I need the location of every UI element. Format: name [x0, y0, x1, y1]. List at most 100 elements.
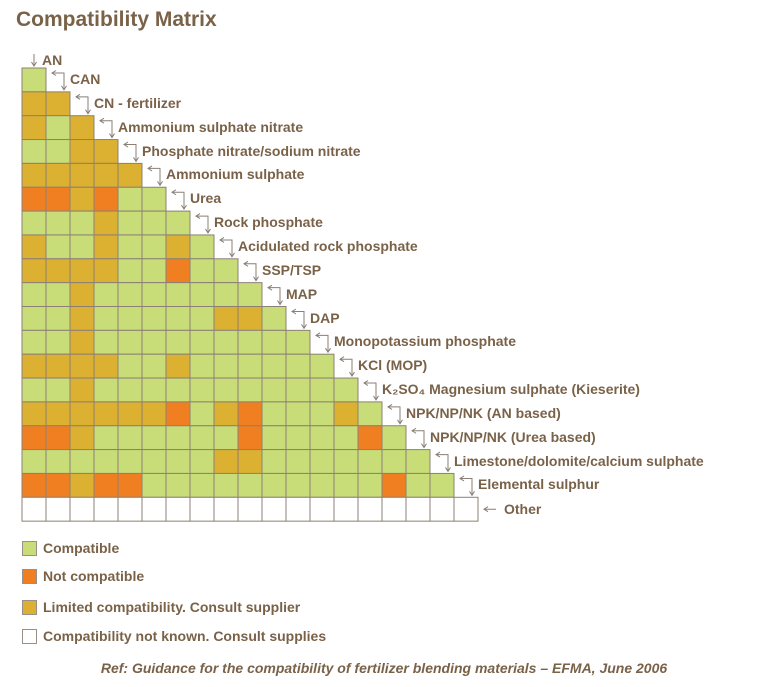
matrix-cell — [69, 377, 95, 403]
row-label: K₂SO₄ Magnesium sulphate (Kieserite) — [382, 381, 640, 398]
matrix-cell — [357, 401, 383, 427]
matrix-cell — [237, 353, 263, 379]
matrix-cell — [333, 496, 359, 522]
matrix-cell — [69, 115, 95, 141]
row-label: Urea — [190, 190, 222, 207]
compatibility-matrix — [21, 54, 496, 522]
matrix-cell — [45, 115, 71, 141]
matrix-cell — [165, 258, 191, 284]
legend-item: Limited compatibility. Consult supplier — [22, 598, 300, 616]
matrix-cell — [381, 496, 407, 522]
matrix-cell — [117, 353, 143, 379]
matrix-cell — [165, 234, 191, 260]
matrix-cell — [285, 496, 311, 522]
matrix-cell — [69, 210, 95, 236]
matrix-cell — [189, 425, 215, 451]
bracket-arrow-icon — [171, 189, 187, 211]
matrix-cell — [261, 377, 287, 403]
matrix-cell — [21, 306, 47, 331]
arrow-left-icon — [483, 506, 496, 513]
matrix-cell — [45, 353, 71, 379]
matrix-cell — [285, 329, 311, 355]
matrix-cell — [21, 162, 47, 188]
matrix-cell — [309, 377, 335, 403]
matrix-cell — [93, 234, 119, 260]
row-label: Ammonium sulphate — [166, 166, 305, 183]
matrix-cell — [165, 377, 191, 403]
matrix-cell — [261, 329, 287, 355]
row-label: Limestone/dolomite/calcium sulphate — [454, 452, 704, 469]
row-label: NPK/NP/NK (Urea based) — [430, 428, 596, 445]
arrow-down-icon — [31, 54, 37, 67]
matrix-cell — [21, 258, 47, 284]
matrix-cell — [21, 425, 47, 451]
bracket-arrow-icon — [99, 117, 115, 139]
matrix-cell — [93, 306, 119, 331]
matrix-cell — [165, 282, 191, 307]
matrix-cell — [21, 67, 47, 93]
matrix-cell — [141, 186, 167, 212]
matrix-cell — [45, 234, 71, 260]
matrix-cell — [45, 377, 71, 403]
legend-swatch — [22, 540, 37, 556]
matrix-cell — [189, 329, 215, 355]
matrix-cell — [237, 329, 263, 355]
matrix-cell — [93, 282, 119, 307]
matrix-cell — [69, 353, 95, 379]
bracket-arrow-icon — [291, 308, 307, 330]
matrix-cell — [93, 449, 119, 474]
reference-note: Ref: Guidance for the compatibility of f… — [100, 660, 668, 676]
matrix-cell — [237, 472, 263, 498]
matrix-cell — [93, 401, 119, 427]
matrix-cell — [45, 162, 71, 188]
matrix-cell — [45, 425, 71, 451]
matrix-cell — [21, 401, 47, 427]
matrix-cell — [285, 353, 311, 379]
matrix-cell — [117, 162, 143, 188]
matrix-cell — [117, 496, 143, 522]
legend-swatch — [22, 568, 37, 584]
matrix-cell — [381, 472, 407, 498]
matrix-cell — [189, 353, 215, 379]
legend-item: Compatibility not known. Consult supplie… — [22, 627, 326, 645]
matrix-cell — [117, 329, 143, 355]
bracket-arrow-icon — [147, 165, 163, 187]
bracket-arrow-icon — [75, 93, 91, 115]
row-label: NPK/NP/NK (AN based) — [406, 404, 561, 421]
legend-label: Not compatible — [43, 568, 145, 584]
matrix-cell — [189, 306, 215, 331]
matrix-cell — [93, 139, 119, 164]
matrix-cell — [93, 425, 119, 451]
matrix-cell — [45, 449, 71, 474]
matrix-cell — [285, 401, 311, 427]
row-label: Acidulated rock phosphate — [238, 237, 418, 254]
matrix-cell — [21, 115, 47, 141]
matrix-cell — [237, 282, 263, 307]
matrix-cell — [21, 449, 47, 474]
matrix-cell — [429, 496, 455, 522]
matrix-cell — [261, 496, 287, 522]
matrix-cell — [69, 162, 95, 188]
matrix-cell — [309, 425, 335, 451]
page-title: Compatibility Matrix — [16, 8, 217, 31]
matrix-cell — [21, 210, 47, 236]
column-label: AN — [42, 52, 63, 68]
matrix-cell — [213, 449, 239, 474]
matrix-cell — [357, 472, 383, 498]
row-label: KCl (MOP) — [358, 357, 428, 374]
matrix-cell — [117, 306, 143, 331]
matrix-cell — [117, 234, 143, 260]
matrix-cell — [117, 401, 143, 427]
matrix-cell — [357, 496, 383, 522]
bracket-arrow-icon — [51, 70, 67, 91]
matrix-cell — [213, 306, 239, 331]
matrix-cell — [405, 496, 431, 522]
matrix-cell — [141, 449, 167, 474]
matrix-cell — [45, 186, 71, 212]
matrix-cell — [213, 329, 239, 355]
matrix-cell — [333, 425, 359, 451]
matrix-cell — [69, 425, 95, 451]
matrix-cell — [165, 210, 191, 236]
matrix-cell — [429, 472, 455, 498]
matrix-cell — [93, 162, 119, 188]
